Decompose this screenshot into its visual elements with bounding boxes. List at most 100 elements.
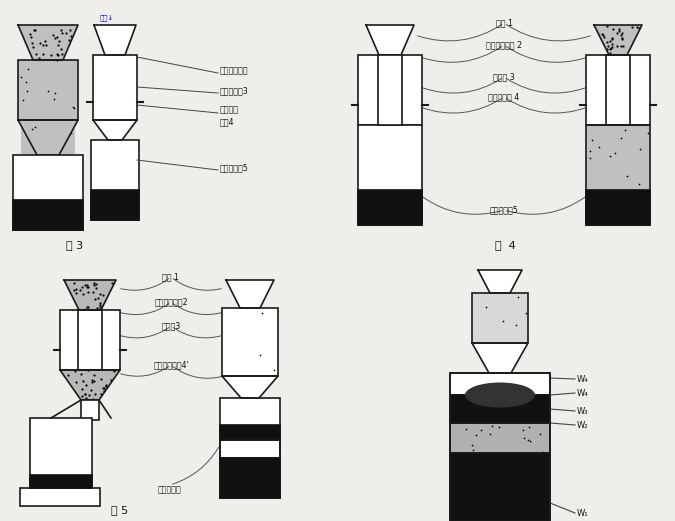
Text: W₄: W₄ <box>577 375 589 383</box>
Point <box>510 321 521 329</box>
Point <box>535 430 545 438</box>
Point <box>49 95 59 104</box>
Bar <box>222 308 278 376</box>
Point <box>50 89 61 97</box>
Point <box>485 430 496 438</box>
Polygon shape <box>18 120 78 155</box>
Point <box>622 172 633 180</box>
Text: 供料槽 3: 供料槽 3 <box>493 72 515 81</box>
Point <box>538 448 549 456</box>
Bar <box>586 55 650 125</box>
Point <box>30 123 40 131</box>
Point <box>88 325 99 333</box>
Bar <box>450 395 550 423</box>
Point <box>260 445 271 453</box>
Point <box>643 128 653 137</box>
Bar <box>18 60 78 120</box>
Bar <box>13 155 83 230</box>
Point <box>470 431 481 440</box>
Point <box>66 128 77 137</box>
Point <box>265 447 275 455</box>
Point <box>263 442 274 451</box>
Bar <box>222 308 278 376</box>
Text: 称量包装袋5: 称量包装袋5 <box>220 164 249 172</box>
Bar <box>450 423 550 453</box>
Bar <box>220 458 280 498</box>
Bar <box>91 190 139 220</box>
Point <box>520 309 531 317</box>
Text: 料门4: 料门4 <box>220 118 234 127</box>
Polygon shape <box>93 120 137 140</box>
Point <box>616 133 627 142</box>
Point <box>634 145 645 153</box>
Text: 供料控制料门4': 供料控制料门4' <box>153 361 189 369</box>
Bar <box>13 200 83 230</box>
Bar <box>378 55 402 125</box>
Polygon shape <box>478 270 522 293</box>
Bar <box>220 440 280 458</box>
Bar <box>472 293 528 343</box>
Bar <box>81 400 99 420</box>
Point <box>585 154 595 163</box>
Point <box>460 425 471 433</box>
Polygon shape <box>472 343 528 373</box>
Polygon shape <box>94 25 136 55</box>
Bar <box>220 440 280 458</box>
Text: W₁: W₁ <box>577 508 589 517</box>
Point <box>69 104 80 113</box>
Text: 图  6: 图 6 <box>489 505 510 515</box>
Point <box>75 319 86 327</box>
Point <box>21 86 32 95</box>
Point <box>22 65 33 73</box>
Bar <box>472 293 528 343</box>
Point <box>619 81 630 89</box>
Polygon shape <box>226 280 274 308</box>
Point <box>84 341 95 350</box>
Point <box>16 73 26 81</box>
Bar <box>358 125 422 225</box>
Point <box>619 126 630 134</box>
Bar <box>450 373 550 521</box>
Point <box>494 423 505 431</box>
Point <box>93 317 104 326</box>
Point <box>467 446 478 455</box>
Point <box>604 152 615 160</box>
Point <box>518 426 529 435</box>
Point <box>497 316 508 325</box>
Bar <box>450 423 550 453</box>
Point <box>617 117 628 126</box>
Bar <box>91 140 139 220</box>
Point <box>269 366 279 374</box>
Point <box>223 446 234 455</box>
Text: 称量包装袋5: 称量包装袋5 <box>489 205 518 215</box>
Bar <box>60 310 120 370</box>
Bar <box>606 55 630 125</box>
Bar <box>450 453 550 521</box>
Bar <box>450 373 550 395</box>
Point <box>634 179 645 188</box>
Point <box>43 86 53 95</box>
Point <box>616 65 626 73</box>
Point <box>519 433 530 442</box>
Point <box>523 423 534 431</box>
Text: W₃: W₃ <box>577 406 589 416</box>
Bar <box>586 190 650 225</box>
Text: 料斗 1: 料斗 1 <box>495 19 512 28</box>
Point <box>476 426 487 434</box>
Text: 第二级供料门: 第二级供料门 <box>220 67 248 76</box>
Point <box>467 440 478 449</box>
Bar <box>18 60 78 120</box>
Point <box>18 96 28 104</box>
Point <box>524 437 535 445</box>
Bar <box>30 418 92 488</box>
Point <box>481 303 491 311</box>
Polygon shape <box>594 25 642 55</box>
Point <box>585 146 595 155</box>
Point <box>615 59 626 68</box>
Point <box>512 293 523 301</box>
Polygon shape <box>18 25 78 60</box>
Text: 供料槽3: 供料槽3 <box>161 321 181 330</box>
Point <box>587 135 598 144</box>
Text: 图 5: 图 5 <box>111 505 128 515</box>
Bar <box>358 190 422 225</box>
